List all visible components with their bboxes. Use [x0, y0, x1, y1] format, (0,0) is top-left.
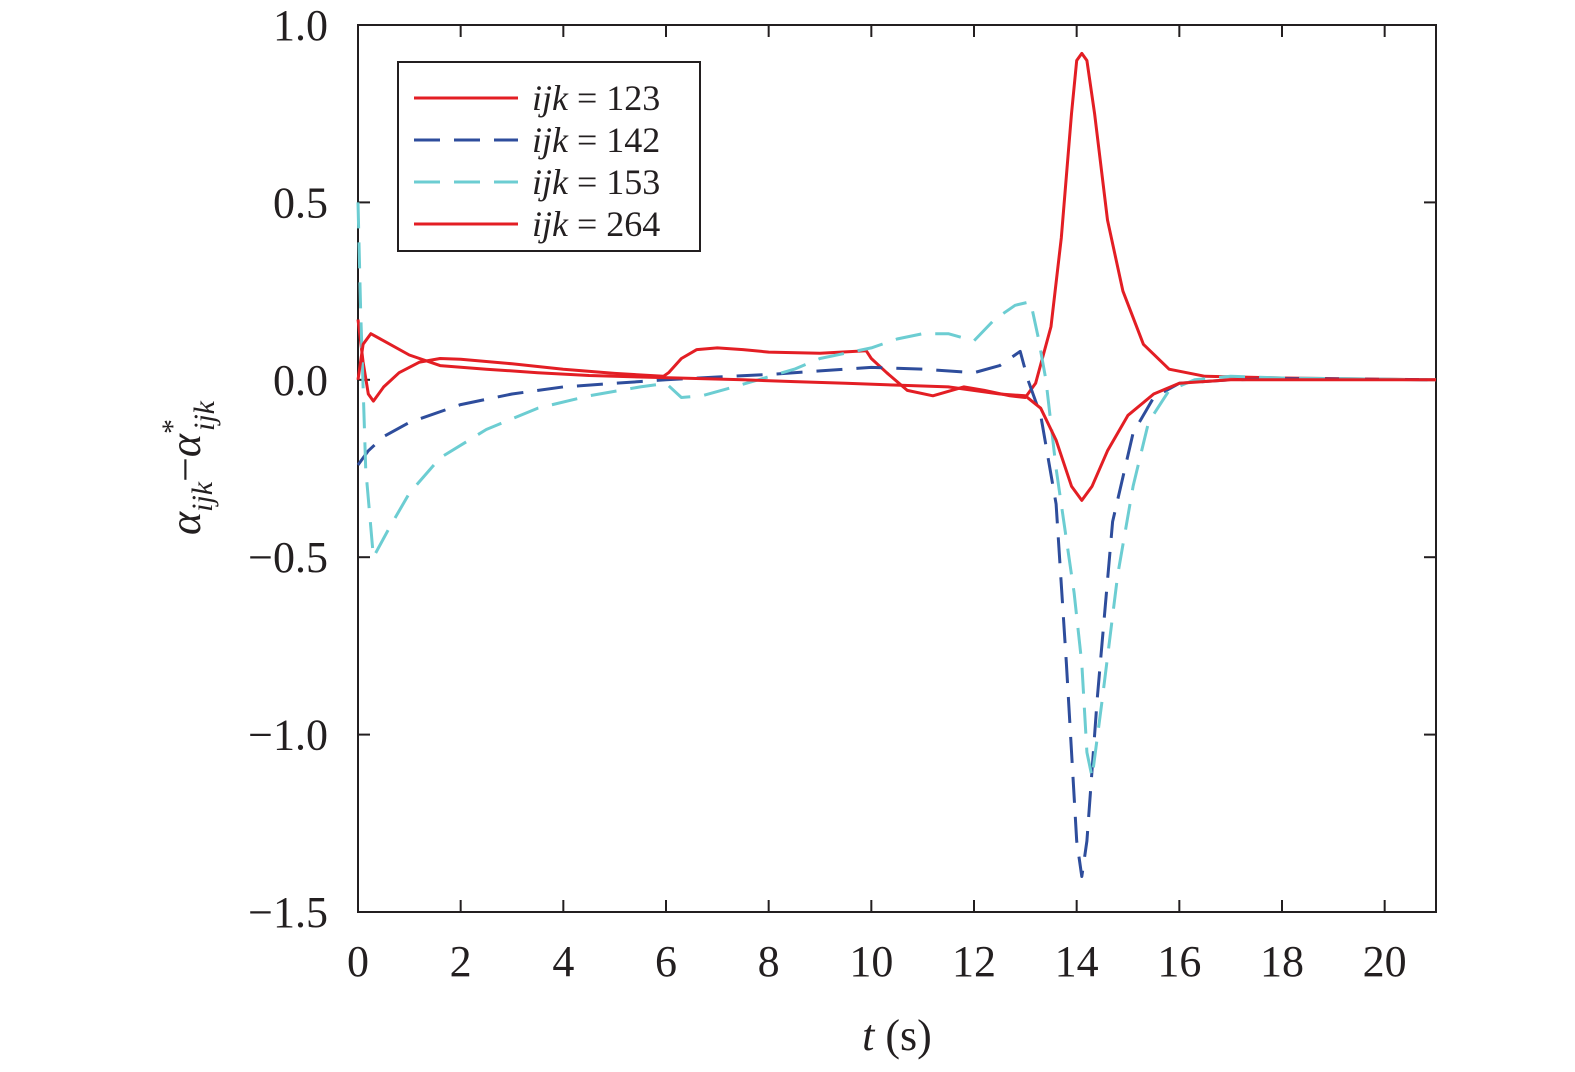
legend-label: ijk = 264 [532, 204, 660, 244]
y-tick-label: 0.0 [273, 356, 328, 405]
legend-label-value: = 123 [568, 78, 660, 118]
legend-label-var: ijk [532, 204, 569, 244]
y-axis-subscript-2: ijk [188, 400, 221, 431]
y-tick-label: −1.0 [248, 711, 328, 760]
legend-label: ijk = 153 [532, 162, 660, 202]
legend-label-var: ijk [532, 78, 569, 118]
y-axis-tick-labels: 1.0 0.5 0.0 −0.5 −1.0 −1.5 [248, 1, 328, 937]
legend-label-value: = 264 [568, 204, 660, 244]
legend-label-value: = 142 [568, 120, 660, 160]
legend-label: ijk = 123 [532, 78, 660, 118]
x-axis-tick-labels: 0 2 4 6 8 10 12 14 16 18 20 [347, 937, 1407, 986]
y-axis-title: αijk−α*ijk [156, 400, 221, 535]
plot-area-frame [357, 24, 1437, 913]
x-tick-label: 20 [1363, 937, 1407, 986]
x-tick-label: 10 [849, 937, 893, 986]
series-line-3 [356, 202, 1437, 779]
x-axis-ticks [357, 25, 1386, 912]
legend-label: ijk = 142 [532, 120, 660, 160]
x-tick-label: 16 [1157, 937, 1201, 986]
x-tick-label: 8 [758, 937, 780, 986]
y-axis-alpha: α [161, 511, 210, 535]
x-axis-unit: (s) [874, 1011, 931, 1060]
x-tick-label: 0 [347, 937, 369, 986]
legend-label-var: ijk [532, 162, 569, 202]
x-axis-variable: t [862, 1011, 876, 1060]
x-tick-label: 2 [450, 937, 472, 986]
x-tick-label: 6 [655, 937, 677, 986]
y-tick-label: 0.5 [273, 178, 328, 227]
x-tick-label: 4 [552, 937, 574, 986]
y-axis-superscript: * [156, 419, 189, 434]
legend-label-var: ijk [532, 120, 569, 160]
y-axis-subscript: ijk [186, 481, 219, 512]
legend-label-value: = 153 [568, 162, 660, 202]
series-line-2 [356, 349, 1437, 878]
y-axis-minus: − [161, 457, 210, 482]
series-line-1 [356, 51, 1437, 403]
legend-box [397, 61, 701, 252]
x-tick-label: 12 [952, 937, 996, 986]
x-tick-label: 14 [1055, 937, 1099, 986]
y-tick-label: −0.5 [248, 533, 328, 582]
y-tick-label: 1.0 [273, 1, 328, 50]
x-axis-title: t (s) [862, 1011, 932, 1060]
series-lines [356, 51, 1437, 878]
y-axis-alpha-star: α [161, 433, 210, 457]
y-tick-label: −1.5 [248, 888, 328, 937]
x-tick-label: 18 [1260, 937, 1304, 986]
series-line-4 [356, 332, 1436, 502]
